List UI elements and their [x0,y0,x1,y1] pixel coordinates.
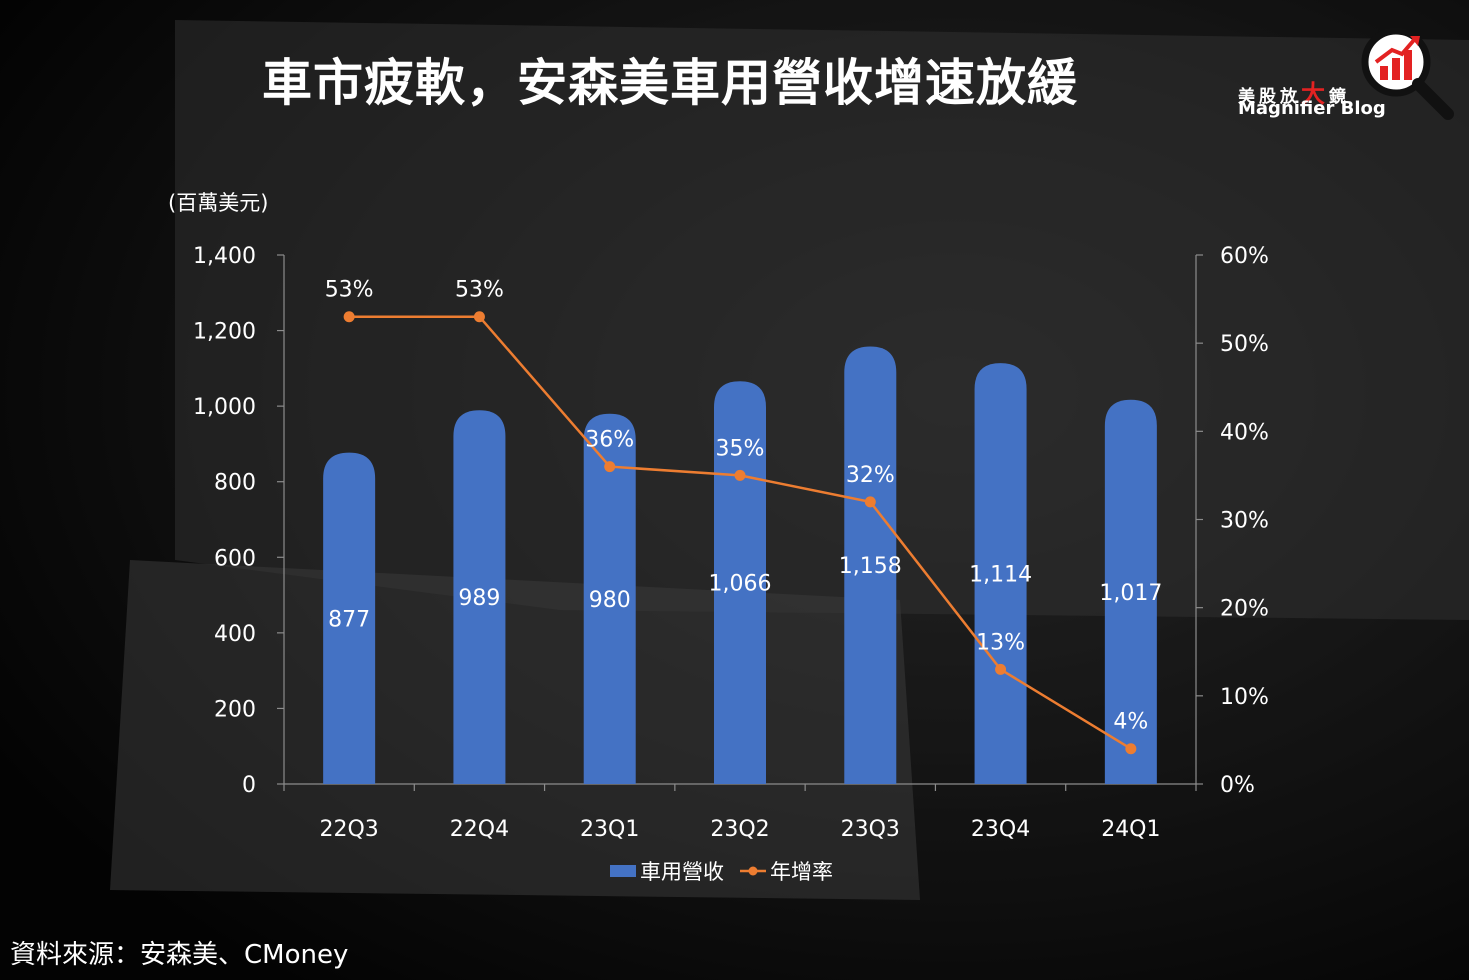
y-right-tick-label: 20% [1220,597,1269,622]
line-data-label: 32% [846,463,895,488]
y-right-tick-label: 50% [1220,332,1269,357]
bar-data-label: 1,158 [839,554,902,579]
bar [323,452,376,784]
y-left-tick-label: 1,000 [193,395,256,420]
growth-point [473,311,485,323]
bar-data-label: 980 [589,588,631,613]
line-data-label: 35% [716,436,765,461]
line-data-label: 4% [1113,710,1148,735]
x-tick-label: 22Q3 [319,817,378,842]
source-note: 資料來源：安森美、CMoney [10,940,349,970]
growth-point [864,496,876,508]
bar-data-label: 1,114 [969,563,1032,588]
growth-point [343,311,355,323]
chart-legend: 車用營收 年增率 [610,856,833,886]
y-right-tick-label: 40% [1220,420,1269,445]
x-tick-label: 23Q4 [971,817,1030,842]
bar-data-label: 1,017 [1099,581,1162,606]
legend-bar-swatch [610,865,636,877]
x-tick-label: 23Q2 [710,817,769,842]
magnifier-icon [1361,27,1454,120]
growth-point [734,469,746,481]
growth-point [604,461,616,473]
y-right-tick-label: 60% [1220,244,1269,269]
bar [714,381,766,784]
legend-line-label: 年增率 [770,860,833,884]
bar-data-label: 1,066 [709,572,772,597]
legend-line-swatch [740,866,766,876]
y-axis-unit-label: (百萬美元) [168,191,269,215]
bar-data-label: 877 [328,607,370,632]
growth-point [1125,743,1137,755]
y-right-tick-label: 30% [1220,509,1269,534]
line-data-label: 53% [325,278,374,303]
line-data-label: 36% [585,428,634,453]
x-tick-label: 23Q1 [580,817,639,842]
legend-bar-label: 車用營收 [640,860,724,884]
bar [583,413,636,784]
y-left-tick-label: 400 [214,622,256,647]
x-tick-label: 23Q3 [841,817,900,842]
logo-english: Magnifier Blog [1238,98,1386,119]
y-left-tick-label: 200 [214,697,256,722]
logo-text-1: 美股放 [1238,87,1301,107]
y-right-tick-label: 0% [1220,773,1255,798]
line-data-label: 13% [976,630,1025,655]
logo-chinese: 美股放大鏡 [1238,74,1350,109]
growth-point [995,663,1007,675]
y-left-tick-label: 0 [242,773,256,798]
x-tick-label: 24Q1 [1101,817,1160,842]
y-left-tick-label: 600 [214,546,256,571]
logo-text-big: 大 [1301,80,1329,108]
bar-data-label: 989 [458,586,500,611]
logo-text-2: 鏡 [1329,87,1350,107]
y-left-tick-label: 1,200 [193,320,256,345]
y-left-tick-label: 1,400 [193,244,256,269]
bar [453,410,506,784]
y-left-tick-label: 800 [214,471,256,496]
x-tick-label: 22Q4 [450,817,509,842]
y-right-tick-label: 10% [1220,685,1269,710]
bar [974,363,1027,784]
page-title: 車市疲軟，安森美車用營收增速放緩 [262,54,1078,112]
line-data-label: 53% [455,278,504,303]
bar [844,346,897,784]
bar [1104,399,1157,784]
